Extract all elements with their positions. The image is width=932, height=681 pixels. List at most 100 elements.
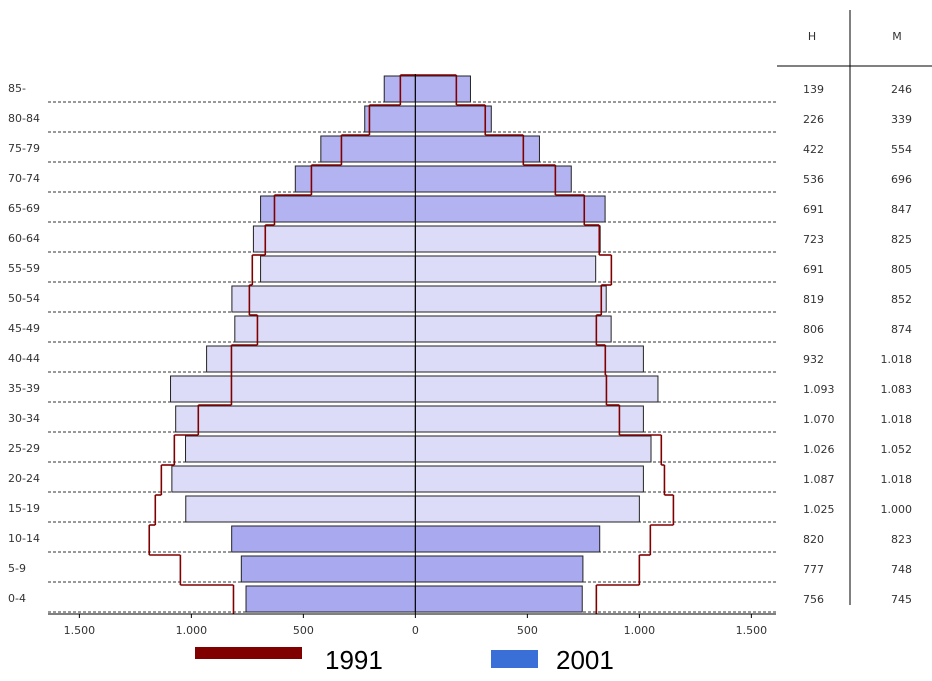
- table-value: 1.026: [803, 443, 835, 456]
- y-tick-label: 20-24: [8, 472, 40, 485]
- table-value: 777: [803, 563, 824, 576]
- y-tick-label: 45-49: [8, 322, 40, 335]
- bar-men: [231, 285, 416, 313]
- table-value: 139: [803, 83, 824, 96]
- table-value: 820: [803, 533, 824, 546]
- table-value: 691: [803, 263, 824, 276]
- bar-men: [171, 465, 416, 493]
- table-value: 806: [803, 323, 824, 336]
- bar-men: [185, 435, 416, 463]
- bar-men: [206, 345, 416, 373]
- x-tick-label: 0: [412, 624, 419, 637]
- table-value: 823: [891, 533, 912, 546]
- bar-women: [414, 585, 583, 613]
- bar-men: [252, 225, 416, 253]
- bar-women: [414, 555, 584, 583]
- bar-men: [170, 375, 416, 403]
- table-header: H: [808, 30, 816, 43]
- legend-label: 1991: [325, 645, 383, 675]
- bar-women: [414, 225, 601, 253]
- bar-women: [414, 75, 471, 103]
- table-header: M: [892, 30, 902, 43]
- table-value: 246: [891, 83, 912, 96]
- y-tick-label: 0-4: [8, 592, 26, 605]
- y-tick-label: 60-64: [8, 232, 40, 245]
- table-value: 1.052: [881, 443, 913, 456]
- table-value: 1.087: [803, 473, 835, 486]
- bar-women: [414, 135, 540, 163]
- table-value: 805: [891, 263, 912, 276]
- bar-women: [414, 375, 659, 403]
- table-value: 819: [803, 293, 824, 306]
- bar-men: [231, 525, 416, 553]
- x-tick-label: 1.000: [624, 624, 656, 637]
- y-tick-label: 30-34: [8, 412, 40, 425]
- table-value: 748: [891, 563, 912, 576]
- y-tick-label: 10-14: [8, 532, 40, 545]
- y-tick-label: 65-69: [8, 202, 40, 215]
- bar-women: [414, 405, 644, 433]
- bar-women: [414, 465, 644, 493]
- bar-men: [240, 555, 416, 583]
- bar-women: [414, 195, 606, 223]
- legend-swatch: [491, 650, 538, 668]
- bar-men: [320, 135, 416, 163]
- table-value: 1.018: [881, 473, 913, 486]
- bar-men: [245, 585, 416, 613]
- bar-men: [260, 195, 416, 223]
- table-value: 756: [803, 593, 824, 606]
- bar-men: [185, 495, 416, 523]
- bar-women: [414, 165, 572, 193]
- bar-men: [260, 255, 416, 283]
- table-value: 1.083: [881, 383, 913, 396]
- y-tick-label: 40-44: [8, 352, 40, 365]
- table-value: 1.025: [803, 503, 835, 516]
- y-tick-label: 35-39: [8, 382, 40, 395]
- table-value: 723: [803, 233, 824, 246]
- y-tick-label: 70-74: [8, 172, 40, 185]
- table-value: 1.018: [881, 353, 913, 366]
- legend-swatch: [195, 647, 302, 659]
- table-value: 1.070: [803, 413, 835, 426]
- bar-men: [294, 165, 416, 193]
- y-tick-label: 5-9: [8, 562, 26, 575]
- x-tick-label: 1.500: [736, 624, 768, 637]
- bar-women: [414, 345, 644, 373]
- legend-label: 2001: [556, 645, 614, 675]
- x-tick-label: 500: [517, 624, 538, 637]
- x-tick-label: 1.500: [64, 624, 96, 637]
- y-tick-label: 15-19: [8, 502, 40, 515]
- y-tick-label: 25-29: [8, 442, 40, 455]
- bar-women: [414, 315, 612, 343]
- bar-men: [364, 105, 416, 133]
- table-value: 691: [803, 203, 824, 216]
- table-value: 339: [891, 113, 912, 126]
- bar-women: [414, 525, 601, 553]
- table-value: 847: [891, 203, 912, 216]
- table-value: 536: [803, 173, 824, 186]
- table-value: 1.093: [803, 383, 835, 396]
- bar-women: [414, 495, 640, 523]
- x-tick-label: 500: [293, 624, 314, 637]
- bar-women: [414, 105, 492, 133]
- x-tick-label: 1.000: [176, 624, 208, 637]
- bar-men: [234, 315, 416, 343]
- y-tick-label: 80-84: [8, 112, 40, 125]
- table-value: 1.000: [881, 503, 913, 516]
- table-value: 825: [891, 233, 912, 246]
- table-value: 852: [891, 293, 912, 306]
- table-value: 932: [803, 353, 824, 366]
- y-tick-label: 50-54: [8, 292, 40, 305]
- bar-women: [414, 255, 597, 283]
- table-value: 226: [803, 113, 824, 126]
- bar-women: [414, 435, 652, 463]
- bar-men: [175, 405, 416, 433]
- table-value: 1.018: [881, 413, 913, 426]
- table-value: 696: [891, 173, 912, 186]
- bar-women: [414, 285, 607, 313]
- y-tick-label: 85-: [8, 82, 26, 95]
- table-value: 554: [891, 143, 912, 156]
- table-value: 874: [891, 323, 912, 336]
